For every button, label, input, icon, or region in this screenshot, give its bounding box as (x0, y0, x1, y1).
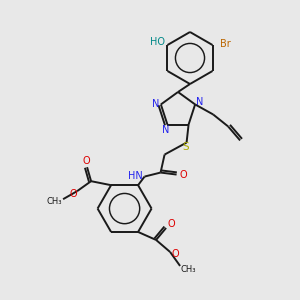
Text: N: N (162, 124, 169, 135)
Text: O: O (180, 169, 188, 180)
Text: HO: HO (150, 37, 165, 47)
Text: N: N (196, 98, 204, 107)
Text: CH₃: CH₃ (46, 197, 62, 206)
Text: O: O (69, 189, 77, 199)
Text: O: O (82, 156, 90, 166)
Text: HN: HN (128, 171, 143, 181)
Text: N: N (152, 99, 160, 110)
Text: O: O (171, 249, 179, 259)
Text: S: S (182, 142, 189, 152)
Text: CH₃: CH₃ (180, 266, 196, 274)
Text: Br: Br (220, 39, 231, 49)
Text: O: O (167, 219, 175, 229)
